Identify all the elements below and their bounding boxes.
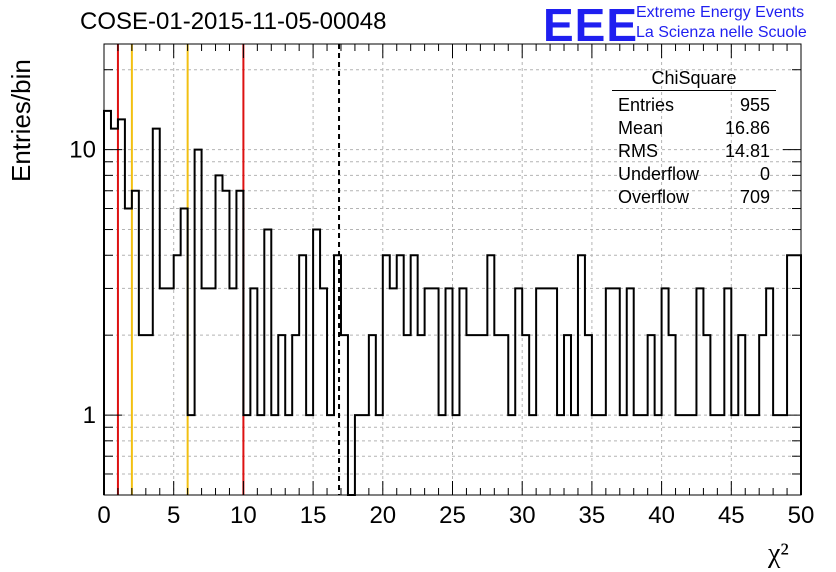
y-tick-label: 1 <box>83 402 96 429</box>
x-tick-label: 35 <box>579 502 606 529</box>
stat-row-rms: RMS 14.81 <box>612 140 776 163</box>
chart-title: COSE-01-2015-11-05-00048 <box>80 8 387 35</box>
x-tick-label: 15 <box>300 502 327 529</box>
y-axis-label: Entries/bin <box>6 59 36 182</box>
stat-value: 14.81 <box>724 141 770 161</box>
stat-row-underflow: Underflow 0 <box>612 163 776 186</box>
x-tick-label: 20 <box>369 502 396 529</box>
y-tick-label: 10 <box>69 137 96 164</box>
logo-subtitle-line2: La Scienza nelle Scuole <box>636 24 807 41</box>
eee-logo: EEE <box>543 0 639 51</box>
stat-value: 709 <box>739 187 770 207</box>
histogram-steps <box>103 109 802 496</box>
x-tick-label: 25 <box>439 502 466 529</box>
x-tick-label: 10 <box>230 502 257 529</box>
stat-label: Entries <box>618 95 675 115</box>
x-tick-label: 5 <box>167 502 180 529</box>
stat-label: RMS <box>618 141 658 161</box>
stat-value: 16.86 <box>724 118 770 138</box>
x-tick-label: 0 <box>97 502 110 529</box>
stat-row-entries: Entries 955 <box>612 94 776 117</box>
stat-label: Underflow <box>618 164 700 184</box>
axes: 0 5 10 15 20 25 30 35 40 45 50 1 10 <box>69 43 815 529</box>
stat-value: 0 <box>759 164 770 184</box>
stat-row-overflow: Overflow 709 <box>612 186 776 209</box>
logo-subtitle-line1: Extreme Energy Events <box>636 4 805 21</box>
stat-label: Mean <box>618 118 664 138</box>
x-tick-label: 40 <box>648 502 675 529</box>
x-tick-label: 30 <box>509 502 536 529</box>
x-tick-label: 50 <box>788 502 815 529</box>
x-tick-label: 45 <box>718 502 745 529</box>
stat-label: Overflow <box>618 187 690 207</box>
histogram-series <box>103 109 802 496</box>
stat-row-mean: Mean 16.86 <box>612 117 776 140</box>
x-axis-label: χ² <box>768 538 789 569</box>
stat-value: 955 <box>739 95 770 115</box>
stats-title: ChiSquare <box>612 66 776 91</box>
stats-box: ChiSquare Entries 955 Mean 16.86 RMS 14.… <box>612 66 776 209</box>
